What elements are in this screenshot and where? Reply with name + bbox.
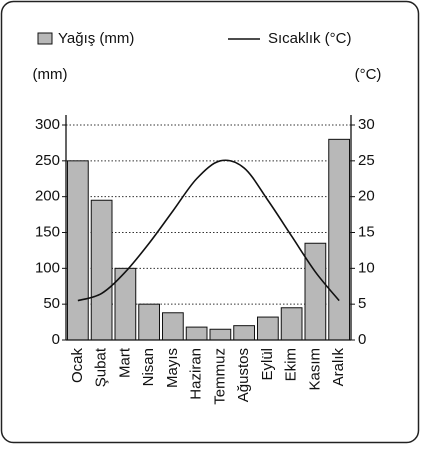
bar [280,307,303,341]
bar [209,328,232,341]
x-tick-label: Mayıs [164,348,181,388]
x-tick-label: Haziran [188,348,205,400]
x-tick-label: Aralık [330,348,347,387]
y2-tick-label: 0 [358,331,366,348]
y-tick-label: 300 [35,116,60,133]
legend-label: Sıcaklık (°C) [268,30,352,47]
legend-swatch [37,32,53,45]
y2-tick-label: 20 [358,188,375,205]
x-tick-label: Ağustos [235,348,252,402]
y2-tick-label: 30 [358,116,375,133]
x-tick-label: Temmuz [211,348,228,405]
bar [185,326,208,341]
y-tick-label: 150 [35,223,60,240]
y2-tick-label: 15 [358,223,375,240]
x-tick-label: Ekim [283,348,300,381]
x-tick-label: Ocak [69,348,86,384]
y-tick-label: 250 [35,152,60,169]
y-tick-label: 0 [52,331,60,348]
legend-label: Yağış (mm) [58,30,134,47]
bar [138,303,160,341]
bar [328,138,350,341]
bar [233,325,255,341]
x-tick-label: Eylül [259,348,276,381]
bar [67,160,89,341]
x-tick-label: Şubat [93,347,110,387]
bar [162,312,184,341]
y-tick-label: 200 [35,188,60,205]
temperature-line [77,159,340,302]
y2-tick-label: 10 [358,259,375,276]
y2-tick-label: 5 [358,295,366,312]
x-tick-label: Kasım [306,348,323,391]
y2-axis-label: (°C) [355,66,382,83]
y-axis-label: (mm) [33,66,68,83]
bar [257,316,279,341]
x-tick-label: Mart [116,347,133,378]
y2-tick-label: 25 [358,152,375,169]
y-tick-label: 100 [35,259,60,276]
bar [304,242,327,341]
bar [90,199,113,341]
x-tick-label: Nisan [140,348,157,386]
y-tick-label: 50 [43,295,60,312]
